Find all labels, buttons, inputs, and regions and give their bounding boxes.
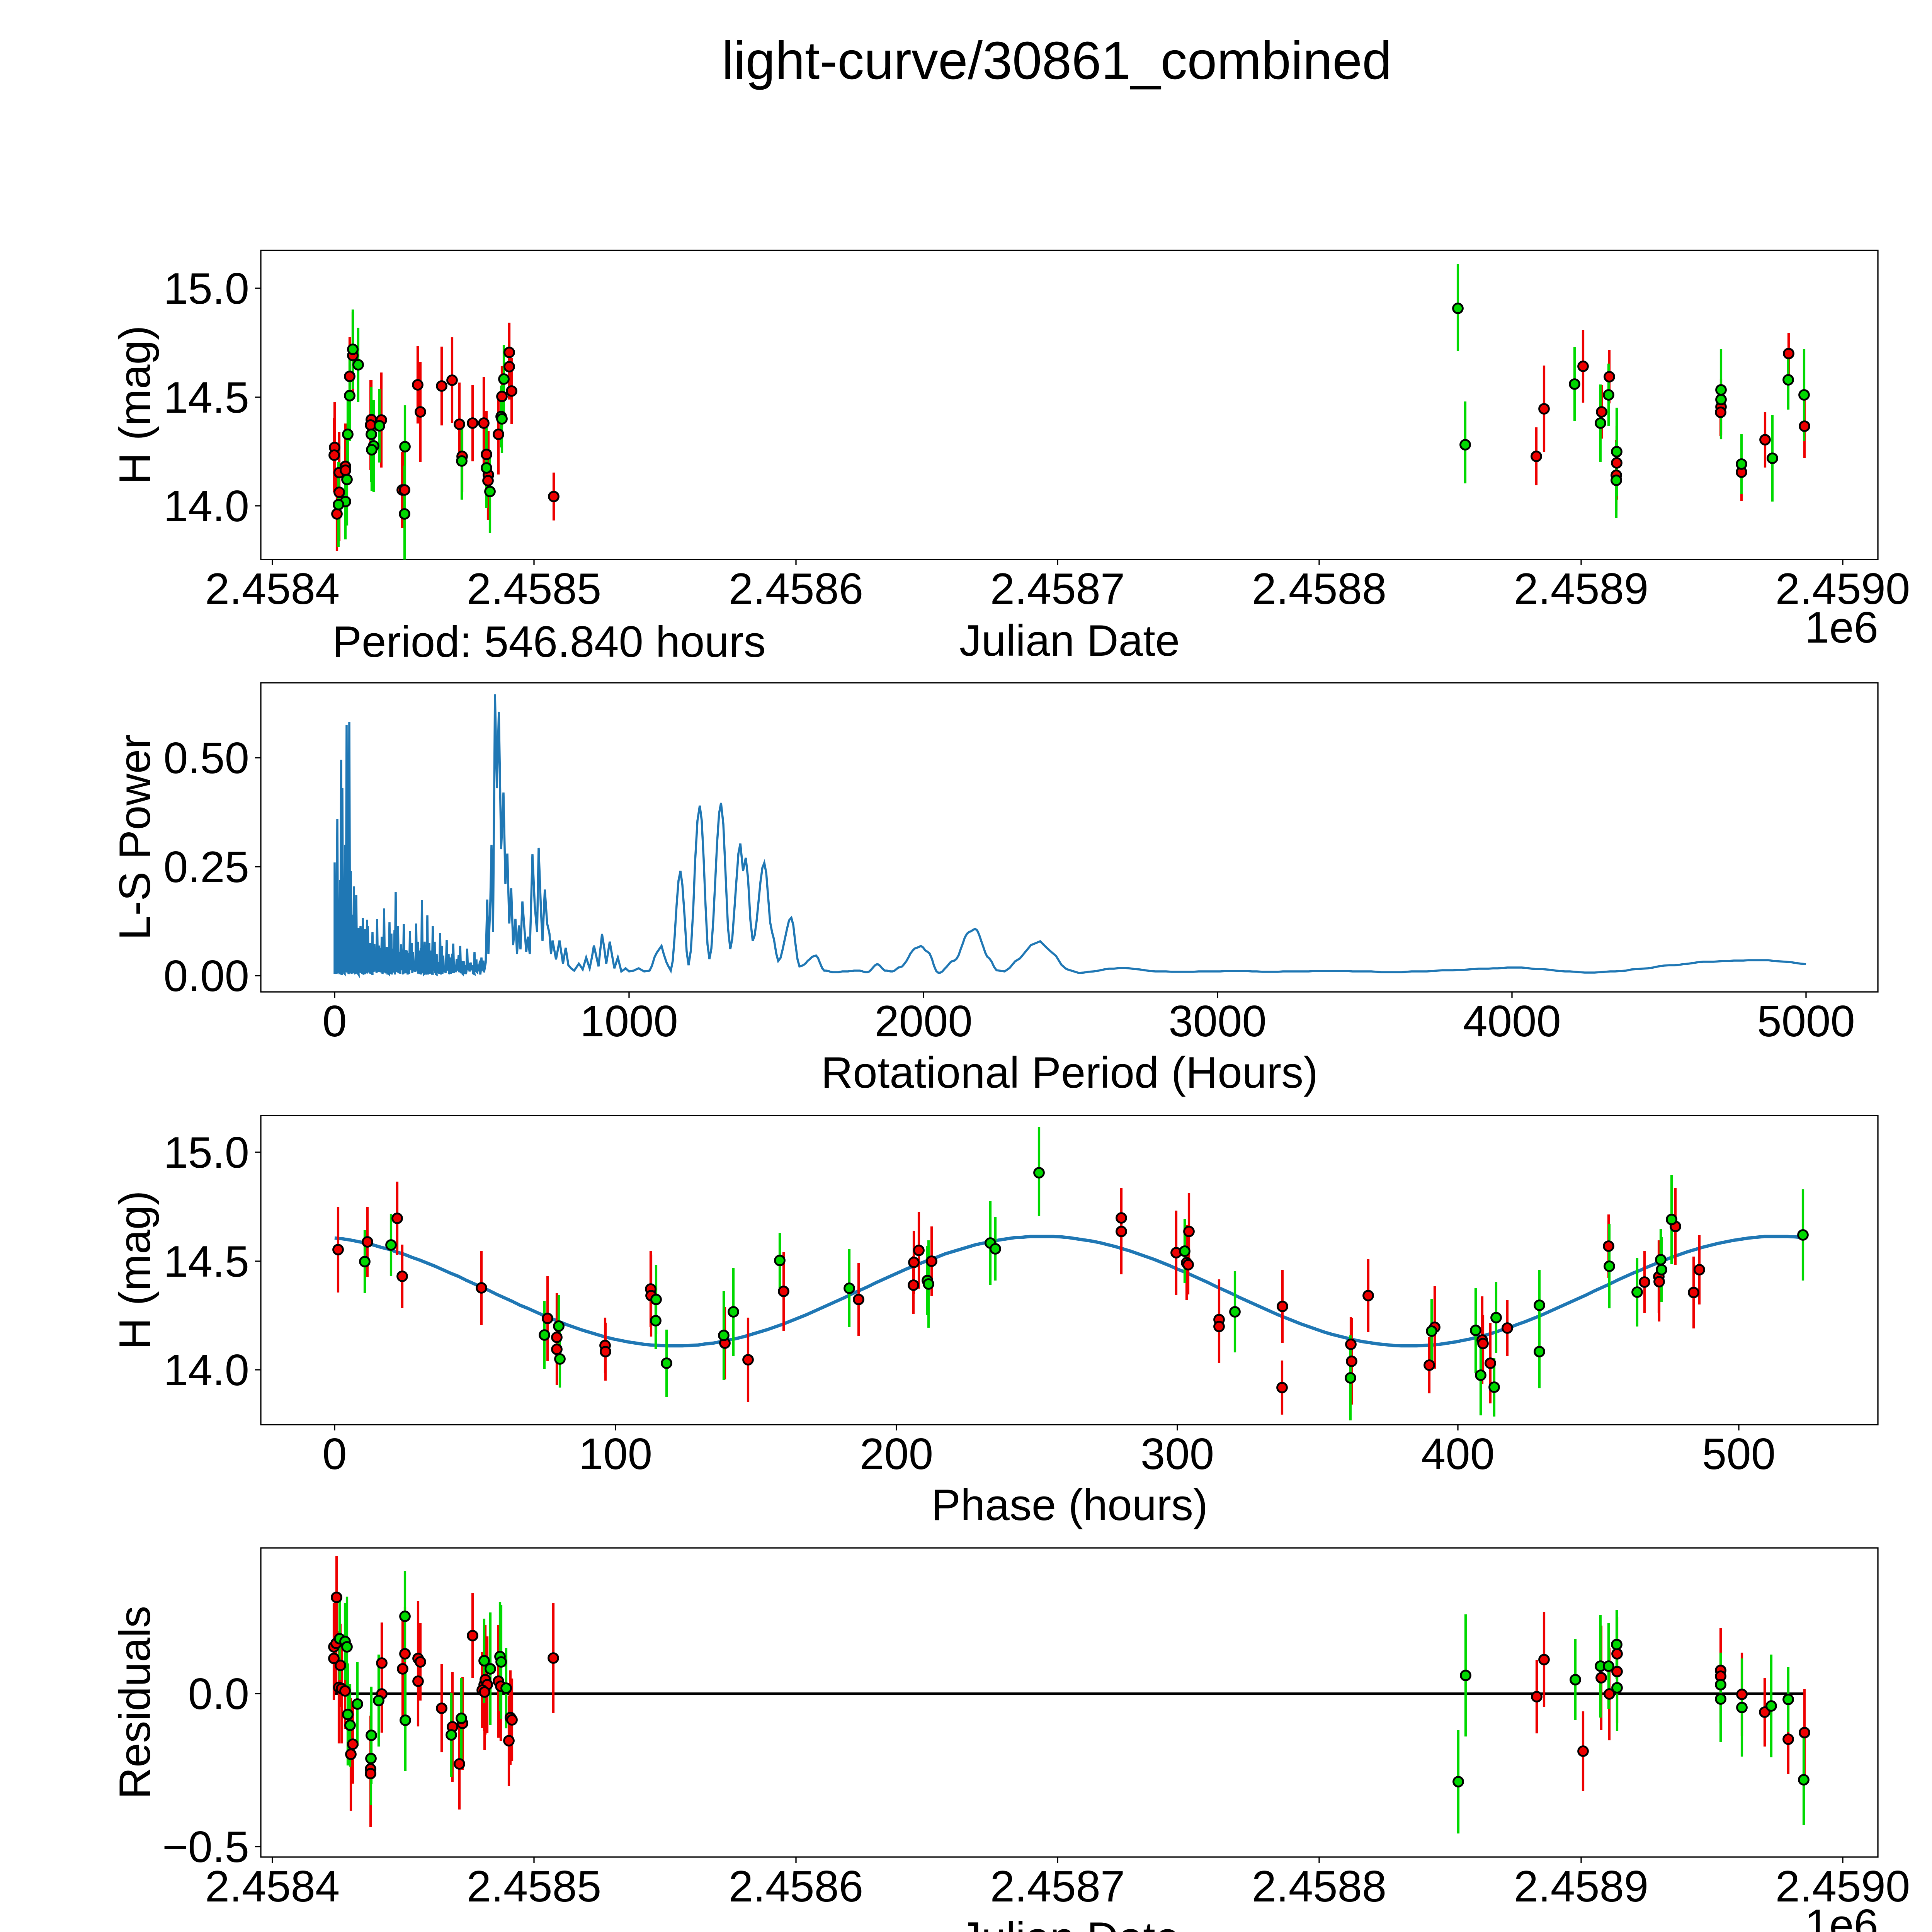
svg-text:500: 500 xyxy=(1702,1430,1776,1479)
svg-text:2.4584: 2.4584 xyxy=(205,565,340,614)
svg-text:2.4587: 2.4587 xyxy=(990,565,1125,614)
svg-text:15.0: 15.0 xyxy=(163,264,249,313)
svg-text:100: 100 xyxy=(579,1430,652,1479)
svg-text:2.4589: 2.4589 xyxy=(1514,565,1649,614)
svg-text:Julian Date: Julian Date xyxy=(959,1913,1180,1932)
svg-text:H (mag): H (mag) xyxy=(111,325,160,485)
svg-text:1e6: 1e6 xyxy=(1805,603,1878,652)
svg-text:0.25: 0.25 xyxy=(163,843,249,892)
svg-text:L-S Power: L-S Power xyxy=(111,735,160,940)
svg-text:5000: 5000 xyxy=(1757,997,1855,1046)
svg-text:200: 200 xyxy=(860,1430,933,1479)
svg-text:2.4584: 2.4584 xyxy=(205,1862,340,1911)
svg-text:3000: 3000 xyxy=(1168,997,1267,1046)
svg-text:2.4586: 2.4586 xyxy=(729,1862,864,1911)
svg-text:0.50: 0.50 xyxy=(163,734,249,783)
svg-text:Julian Date: Julian Date xyxy=(959,616,1180,665)
svg-text:2.4585: 2.4585 xyxy=(467,565,602,614)
svg-text:14.5: 14.5 xyxy=(163,373,249,422)
svg-text:14.0: 14.0 xyxy=(163,1346,249,1395)
svg-text:Residuals: Residuals xyxy=(111,1606,160,1799)
svg-text:0.0: 0.0 xyxy=(188,1670,249,1719)
svg-text:H (mag): H (mag) xyxy=(111,1190,160,1350)
svg-text:Period: 546.840 hours: Period: 546.840 hours xyxy=(332,617,766,667)
svg-text:−0.5: −0.5 xyxy=(162,1823,249,1872)
svg-text:14.0: 14.0 xyxy=(163,482,249,531)
svg-text:2.4590: 2.4590 xyxy=(1776,565,1910,614)
svg-text:1000: 1000 xyxy=(580,997,678,1046)
svg-text:2.4588: 2.4588 xyxy=(1252,565,1387,614)
svg-text:0: 0 xyxy=(322,997,347,1046)
svg-text:4000: 4000 xyxy=(1463,997,1561,1046)
svg-text:300: 300 xyxy=(1141,1430,1214,1479)
svg-text:0: 0 xyxy=(322,1430,347,1479)
svg-text:2.4588: 2.4588 xyxy=(1252,1862,1387,1911)
svg-text:2.4585: 2.4585 xyxy=(467,1862,602,1911)
svg-text:2.4587: 2.4587 xyxy=(990,1862,1125,1911)
svg-text:1e6: 1e6 xyxy=(1805,1901,1878,1932)
svg-text:14.5: 14.5 xyxy=(163,1237,249,1286)
svg-text:400: 400 xyxy=(1421,1430,1495,1479)
svg-text:2.4589: 2.4589 xyxy=(1514,1862,1649,1911)
svg-text:0.00: 0.00 xyxy=(163,952,249,1001)
svg-text:2.4590: 2.4590 xyxy=(1776,1862,1910,1911)
svg-text:2000: 2000 xyxy=(874,997,973,1046)
svg-text:2.4586: 2.4586 xyxy=(729,565,864,614)
svg-text:light-curve/30861_combined: light-curve/30861_combined xyxy=(722,31,1392,90)
svg-text:15.0: 15.0 xyxy=(163,1128,249,1177)
svg-text:Rotational Period (Hours): Rotational Period (Hours) xyxy=(821,1048,1318,1097)
svg-text:Phase (hours): Phase (hours) xyxy=(931,1481,1208,1530)
